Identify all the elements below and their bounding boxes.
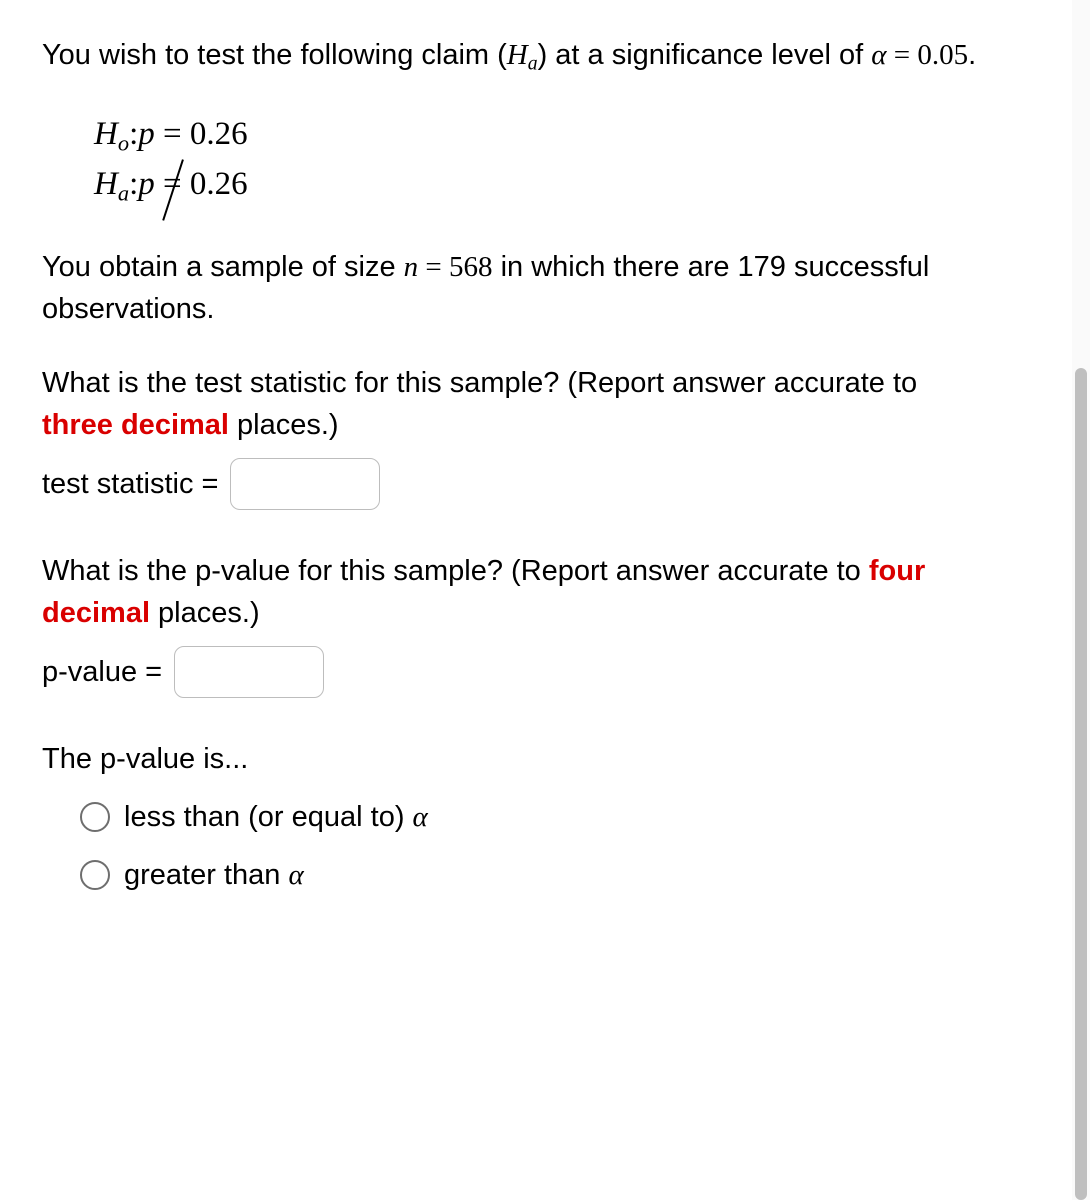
p-value-question: What is the p-value for this sample? (Re… [42,550,988,698]
sample-succ: 179 [738,251,786,283]
hypotheses-block: Ho:p = 0.26 Ha:p = 0.26 [94,110,988,210]
test-statistic-prompt: What is the test statistic for this samp… [42,362,988,446]
intro-prefix: You wish to test the following claim ( [42,39,507,71]
intro-end: . [968,39,976,71]
scrollbar-thumb[interactable] [1075,368,1087,1200]
p-value-input[interactable] [174,646,324,698]
sample-prefix: You obtain a sample of size [42,251,404,283]
option-less-than-alpha[interactable]: less than (or equal to) α [80,796,988,838]
compare-options: less than (or equal to) α greater than α [80,796,988,896]
page: You wish to test the following claim (Ha… [0,0,1090,1200]
neq-symbol: = [163,160,182,210]
intro-mid: ) at a significance level of [538,39,872,71]
option-greater-than-alpha[interactable]: greater than α [80,854,988,896]
test-statistic-label: test statistic = [42,463,218,505]
sample-n-sym: n [404,251,419,283]
p-value-compare-prompt: The p-value is... [42,738,988,780]
intro-eq: = [886,39,917,71]
sample-paragraph: You obtain a sample of size n = 568 in w… [42,246,988,330]
p-value-prompt: What is the p-value for this sample? (Re… [42,550,988,634]
intro-alpha-val: 0.05 [917,39,968,71]
radio-icon [80,802,110,832]
test-statistic-row: test statistic = [42,458,988,510]
p-value-row: p-value = [42,646,988,698]
sample-mid: in which there are [493,251,738,283]
question-content: You wish to test the following claim (Ha… [0,0,1030,946]
intro-Ha-symbol: Ha [507,39,538,71]
p-value-label: p-value = [42,651,162,693]
alt-hypothesis: Ha:p = 0.26 [94,160,988,210]
radio-icon [80,860,110,890]
intro-paragraph: You wish to test the following claim (Ha… [42,34,988,78]
test-statistic-question: What is the test statistic for this samp… [42,362,988,510]
p-value-compare-question: The p-value is... less than (or equal to… [42,738,988,896]
option-label: greater than α [124,854,304,896]
option-label: less than (or equal to) α [124,796,428,838]
scrollbar-track[interactable] [1072,0,1090,1200]
test-statistic-input[interactable] [230,458,380,510]
sample-n-val: 568 [449,251,493,283]
intro-alpha: α [871,39,886,71]
three-decimal-emph: three decimal [42,409,229,441]
sample-eq: = [418,251,449,283]
null-hypothesis: Ho:p = 0.26 [94,110,988,160]
